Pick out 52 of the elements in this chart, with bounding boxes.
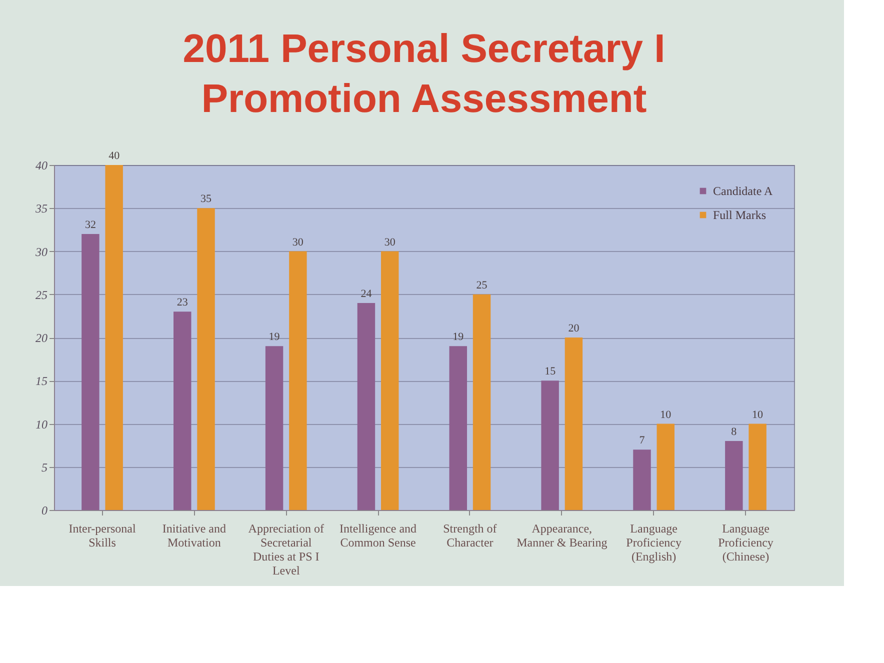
data-label: 19 bbox=[268, 331, 280, 344]
data-label: 8 bbox=[731, 426, 738, 438]
y-tick-label: 35 bbox=[34, 202, 48, 216]
data-label: 7 bbox=[639, 434, 646, 447]
bar bbox=[105, 165, 123, 510]
bar bbox=[656, 424, 674, 510]
bar bbox=[472, 294, 491, 510]
data-label: 24 bbox=[360, 288, 372, 300]
data-label: 30 bbox=[384, 236, 396, 248]
x-tick-label: Inter-personal Skills bbox=[68, 522, 136, 550]
y-tick-label: 40 bbox=[36, 158, 48, 172]
x-tick-label: Appreciation of Secretarial Duties at PS I Level bbox=[248, 522, 324, 578]
data-label: 40 bbox=[108, 150, 120, 162]
x-tick-label: Intelligence and Common Sense bbox=[340, 522, 417, 550]
bar bbox=[380, 251, 399, 510]
x-tick-label: Appearance, Manner & Bearing bbox=[516, 522, 608, 550]
data-label: 30 bbox=[292, 236, 304, 248]
data-label: 35 bbox=[200, 193, 212, 206]
y-tick-label: 5 bbox=[42, 460, 48, 474]
data-label: 10 bbox=[660, 408, 672, 421]
x-tick-label: Initiative and Motivation bbox=[162, 522, 226, 550]
legend-label: Candidate A bbox=[713, 184, 773, 198]
bar bbox=[564, 338, 583, 510]
legend-label: Full Marks bbox=[713, 208, 766, 222]
data-label: 15 bbox=[544, 366, 556, 378]
bar bbox=[541, 380, 559, 510]
data-label: 32 bbox=[84, 219, 96, 231]
bar bbox=[82, 234, 100, 510]
bar bbox=[197, 208, 215, 510]
data-label: 25 bbox=[476, 279, 488, 292]
data-label: 19 bbox=[452, 331, 464, 344]
bar bbox=[449, 346, 468, 510]
bar bbox=[265, 346, 284, 510]
bar bbox=[725, 441, 743, 510]
y-tick-label: 10 bbox=[36, 417, 48, 432]
y-tick-label: 30 bbox=[34, 244, 48, 259]
chart-title: 2011 Personal Secretary I Promotion Assessment bbox=[182, 27, 666, 121]
bar bbox=[748, 424, 766, 510]
y-tick-label: 15 bbox=[36, 374, 48, 388]
bar bbox=[289, 251, 307, 510]
y-tick-label: 0 bbox=[42, 504, 48, 518]
x-tick-label: Language Proficiency (English) bbox=[626, 522, 682, 564]
y-tick-label: 25 bbox=[36, 288, 48, 302]
data-label: 10 bbox=[752, 408, 764, 421]
bar bbox=[174, 312, 192, 510]
x-tick-label: Language Proficiency (Chinese) bbox=[718, 522, 774, 564]
x-tick-label: Strength of Character bbox=[443, 522, 497, 550]
data-label: 20 bbox=[568, 322, 580, 334]
data-label: 23 bbox=[176, 296, 188, 309]
bar bbox=[357, 303, 376, 510]
bar bbox=[633, 450, 651, 510]
y-tick-label: 20 bbox=[36, 331, 48, 345]
